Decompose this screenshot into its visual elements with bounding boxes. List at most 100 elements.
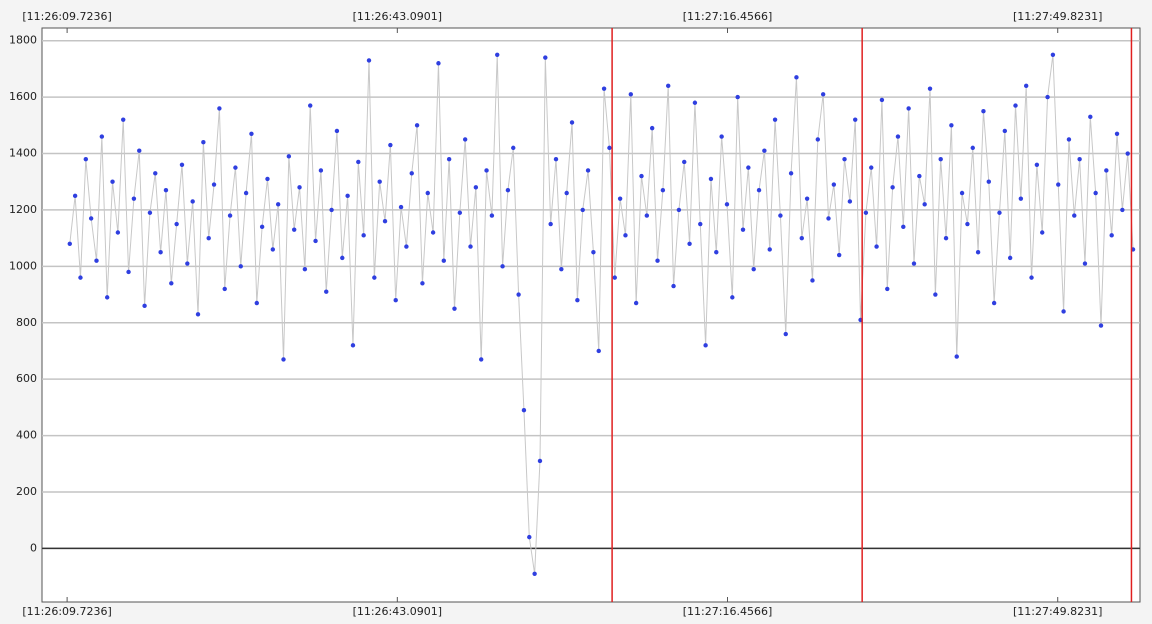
data-point (687, 241, 692, 246)
data-point (853, 117, 858, 122)
data-point (633, 300, 639, 306)
data-point (1088, 114, 1093, 120)
x-tick-label-top: [11:26:09.7236] (22, 10, 111, 23)
data-point (794, 75, 799, 80)
data-point (831, 182, 837, 187)
data-point (949, 123, 954, 128)
data-point (201, 140, 206, 145)
data-point (666, 83, 671, 89)
data-point (1018, 196, 1024, 201)
data-point (1007, 255, 1013, 261)
data-point (249, 131, 254, 136)
y-tick-label: 1200 (9, 203, 37, 216)
data-point (933, 292, 938, 297)
data-point (767, 247, 772, 252)
x-tick-label-top: [11:27:16.4566] (683, 10, 772, 23)
data-point (436, 61, 441, 66)
data-point (735, 94, 740, 100)
data-point (254, 300, 259, 306)
data-point (211, 182, 217, 187)
y-tick-label: 1800 (9, 34, 37, 47)
data-point (628, 92, 634, 97)
x-tick-label-top: [11:26:43.0901] (353, 10, 442, 23)
data-point (233, 165, 238, 170)
data-point (1050, 52, 1056, 57)
data-point (1072, 213, 1077, 218)
data-point (147, 210, 153, 215)
data-point (1082, 261, 1088, 266)
data-point (548, 221, 553, 227)
data-point (243, 190, 249, 196)
data-point (1114, 131, 1120, 136)
data-point (372, 275, 377, 280)
data-point (676, 207, 682, 213)
data-point (815, 137, 821, 142)
data-point (169, 281, 174, 286)
data-point (532, 571, 537, 576)
data-point (1029, 275, 1034, 280)
data-point (954, 354, 959, 359)
data-point (350, 343, 356, 348)
data-point (174, 221, 179, 227)
data-point (318, 168, 324, 173)
data-point (981, 109, 986, 114)
data-point (820, 92, 826, 97)
data-point (1013, 103, 1018, 108)
data-point (869, 165, 874, 170)
data-point (462, 137, 468, 142)
data-point (639, 173, 644, 179)
data-point (163, 187, 169, 193)
data-point (890, 185, 895, 190)
y-tick-label: 600 (16, 372, 37, 385)
data-point (714, 250, 719, 255)
data-point (1023, 83, 1029, 89)
data-point (762, 148, 767, 153)
data-point (965, 221, 970, 227)
y-tick-label: 200 (16, 485, 37, 498)
data-point (345, 193, 350, 199)
data-point (334, 128, 340, 134)
x-tick-label: [11:27:49.8231] (1013, 605, 1102, 618)
plot-area (41, 27, 1141, 603)
data-point (938, 156, 943, 162)
data-point (756, 187, 762, 193)
data-point (468, 244, 473, 249)
data-point (131, 196, 137, 201)
data-point (489, 213, 495, 218)
data-point (88, 216, 94, 221)
data-point (121, 117, 126, 122)
x-tick-label: [11:26:43.0901] (353, 605, 442, 618)
data-point (446, 156, 452, 162)
data-point (698, 221, 703, 227)
data-point (564, 190, 569, 196)
data-point (575, 297, 580, 303)
data-point (83, 156, 89, 162)
data-point (238, 264, 243, 269)
y-tick-label: 1600 (9, 90, 37, 103)
y-tick-label: 800 (16, 316, 37, 329)
data-point (970, 145, 975, 151)
x-tick-label-top: [11:27:49.8231] (1013, 10, 1102, 23)
data-point (863, 210, 869, 215)
data-point (195, 312, 201, 317)
data-point (153, 171, 158, 176)
data-point (1109, 233, 1114, 238)
data-point (126, 269, 131, 275)
data-point (297, 185, 302, 190)
data-point (559, 266, 564, 272)
data-point (94, 258, 99, 263)
data-point (644, 213, 650, 218)
data-point (617, 196, 623, 201)
data-point (596, 348, 601, 354)
data-point (1104, 168, 1109, 173)
data-point (324, 289, 329, 294)
data-point (398, 204, 404, 210)
data-point (740, 227, 746, 232)
data-point (409, 171, 414, 176)
data-point (414, 123, 420, 128)
data-point (959, 190, 965, 196)
data-point (836, 252, 842, 258)
data-point (302, 266, 308, 272)
